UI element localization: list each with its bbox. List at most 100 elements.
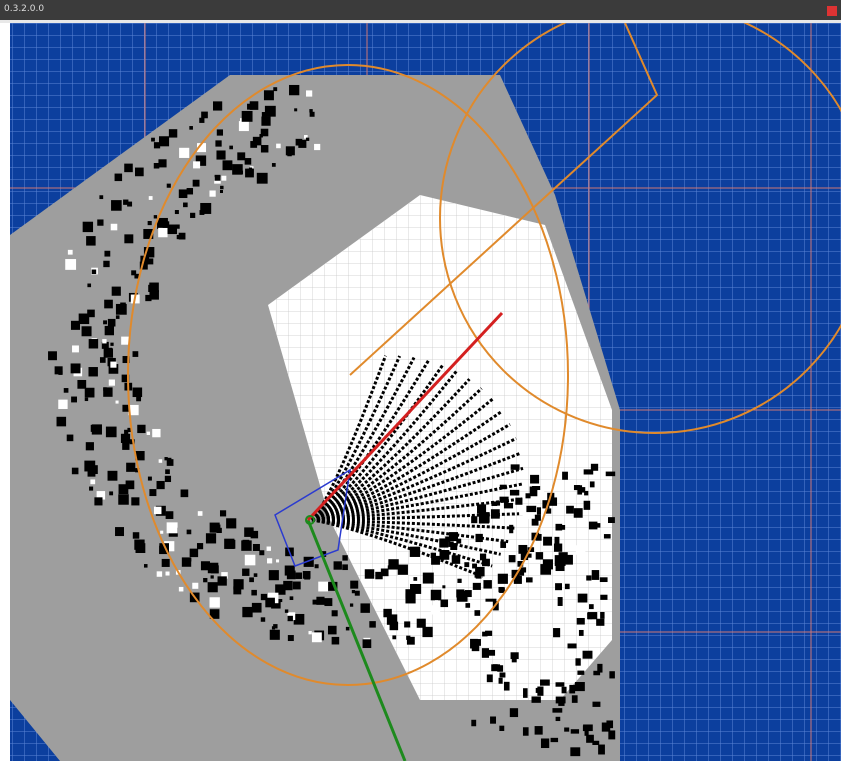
- obstacle: [464, 590, 472, 598]
- obstacle: [110, 342, 114, 346]
- obstacle: [135, 468, 140, 473]
- obstacle: [250, 530, 259, 539]
- obstacle: [331, 610, 338, 617]
- obstacle: [89, 486, 94, 491]
- obstacle: [501, 578, 506, 583]
- red-path: [306, 311, 504, 522]
- obstacle: [289, 90, 293, 94]
- obstacle: [530, 474, 540, 484]
- obstacle: [226, 518, 237, 529]
- obstacle: [249, 101, 259, 110]
- obstacle: [164, 457, 168, 461]
- obstacle: [88, 367, 98, 377]
- obstacle: [508, 555, 516, 563]
- obstacle: [397, 569, 409, 581]
- obstacle: [499, 484, 507, 490]
- obstacle: [244, 554, 256, 566]
- obstacle: [149, 489, 157, 497]
- obstacle: [535, 533, 542, 541]
- obstacle: [495, 501, 501, 506]
- obstacle: [118, 484, 129, 495]
- obstacle: [409, 546, 421, 557]
- obstacle: [555, 523, 563, 531]
- obstacle: [431, 555, 440, 565]
- obstacle: [500, 541, 507, 548]
- obstacle: [510, 464, 520, 470]
- obstacle: [90, 479, 96, 485]
- obstacle: [445, 536, 451, 542]
- obstacle: [387, 565, 392, 569]
- obstacle: [120, 433, 131, 443]
- obstacle: [166, 183, 171, 188]
- obstacle: [260, 617, 266, 622]
- obstacle: [48, 351, 57, 361]
- obstacle: [499, 496, 509, 506]
- obstacle: [327, 625, 337, 635]
- obstacle: [564, 727, 570, 732]
- obstacle: [58, 399, 68, 409]
- obstacle: [422, 572, 434, 584]
- obstacle: [309, 111, 315, 117]
- obstacle: [351, 590, 356, 594]
- close-button[interactable]: [827, 6, 837, 16]
- obstacle: [589, 481, 595, 488]
- obstacle: [483, 601, 493, 612]
- obstacle: [186, 529, 192, 535]
- obstacle: [595, 523, 601, 528]
- obstacle: [101, 341, 109, 349]
- obstacle: [122, 356, 130, 364]
- obstacle: [574, 682, 585, 692]
- obstacle: [261, 112, 267, 117]
- trajectory: [310, 355, 387, 521]
- obstacle: [212, 524, 221, 533]
- obstacle: [63, 388, 69, 393]
- obstacle: [156, 571, 163, 577]
- obstacle: [124, 163, 133, 173]
- obstacle: [153, 215, 158, 219]
- obstacle: [127, 201, 133, 207]
- obstacle: [609, 671, 615, 679]
- obstacle: [165, 511, 174, 519]
- green-path: [306, 519, 407, 761]
- obstacle: [134, 539, 145, 550]
- obstacle: [241, 540, 252, 551]
- obstacle: [180, 489, 189, 498]
- obstacle: [608, 517, 615, 524]
- obstacle: [472, 563, 478, 569]
- obstacle: [139, 261, 148, 270]
- obstacle: [199, 117, 205, 123]
- obstacle: [256, 172, 268, 184]
- obstacle: [562, 471, 568, 480]
- obstacle: [523, 688, 528, 698]
- obstacle: [193, 161, 201, 169]
- obstacle: [542, 500, 550, 509]
- obstacle: [153, 142, 161, 149]
- obstacle: [599, 577, 608, 583]
- obstacle: [259, 134, 263, 138]
- obstacle: [216, 150, 226, 160]
- obstacle: [158, 227, 168, 238]
- obstacle: [244, 158, 252, 165]
- obstacle: [86, 236, 96, 246]
- obstacle: [77, 379, 87, 389]
- obstacles: [48, 84, 616, 757]
- obstacle: [331, 636, 340, 645]
- obstacle: [260, 593, 268, 601]
- obstacle: [214, 174, 221, 181]
- obstacle: [110, 361, 117, 368]
- obstacle: [148, 284, 156, 292]
- obstacle: [534, 726, 543, 735]
- obstacle: [430, 605, 441, 615]
- obstacle: [569, 684, 576, 694]
- obstacle: [268, 570, 279, 581]
- obstacle: [102, 339, 107, 344]
- obstacle: [165, 469, 170, 475]
- obstacle: [186, 188, 194, 195]
- obstacle: [527, 553, 532, 558]
- obstacle: [183, 202, 188, 208]
- obstacle: [103, 387, 113, 397]
- obstacle: [525, 493, 531, 499]
- obstacle: [570, 729, 580, 734]
- obstacle: [519, 567, 527, 573]
